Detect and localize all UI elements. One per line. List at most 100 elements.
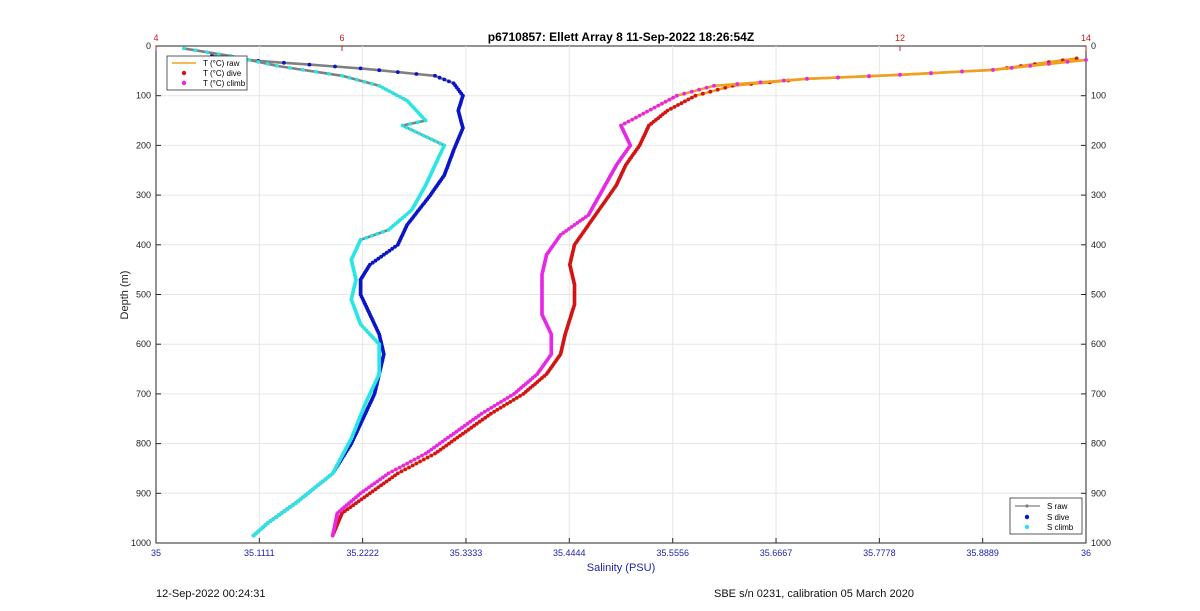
t-climb-point <box>758 80 763 85</box>
t-climb-point <box>412 457 417 462</box>
t-climb-point <box>482 409 487 414</box>
y-tick-label-right: 100 <box>1091 91 1106 101</box>
t-climb-point <box>474 415 478 420</box>
t-climb-point <box>630 117 635 122</box>
s-dive-point <box>381 252 386 257</box>
legend-s-dive-label: S dive <box>1047 513 1070 522</box>
legend-s-raw-label: S raw <box>1047 502 1068 511</box>
t-climb-point <box>586 213 591 217</box>
t-climb-point <box>401 463 406 468</box>
s-climb-point <box>288 66 292 70</box>
t-climb-point <box>440 439 445 444</box>
t-dive-point <box>444 443 449 448</box>
s-climb-point <box>391 91 396 96</box>
t-dive-point <box>521 392 526 396</box>
s-dive-point <box>387 248 392 253</box>
s-climb-point <box>265 62 270 66</box>
t-dive-point <box>435 449 440 454</box>
s-dive-point <box>370 260 375 265</box>
t-climb-point <box>569 225 574 229</box>
s-climb-point <box>256 60 261 64</box>
s-climb-point <box>347 75 352 80</box>
t-climb-point <box>367 485 371 490</box>
t-dive-point <box>348 505 353 510</box>
y-tick-label: 700 <box>136 389 151 399</box>
s-climb-point <box>205 50 210 55</box>
t-climb-point <box>465 421 470 426</box>
s-climb-point <box>193 48 198 53</box>
t-climb-point <box>386 471 391 476</box>
t-dive-point <box>461 431 465 436</box>
grid-lines <box>156 46 1086 543</box>
s-dive-point <box>373 258 378 263</box>
t-climb-point <box>634 115 638 120</box>
t-dive-point <box>387 477 392 482</box>
y-tick-label: 0 <box>146 41 151 51</box>
s-climb-point <box>400 123 405 128</box>
t-climb-point <box>1084 58 1088 62</box>
chart-title: p6710857: Ellett Array 8 11-Sep-2022 18:… <box>488 30 754 44</box>
t-dive-point <box>449 439 454 444</box>
legend-salinity-box <box>1009 497 1083 535</box>
t-climb-point <box>446 435 450 440</box>
t-dive-point <box>474 421 479 426</box>
s-dive-point <box>437 75 442 80</box>
s-dive-point <box>307 62 312 67</box>
t-climb-point <box>426 449 431 454</box>
legend-t-climb-swatch <box>181 80 187 86</box>
t-climb-point <box>572 223 577 227</box>
y-tick-label: 600 <box>136 339 151 349</box>
y-tick-label-right: 500 <box>1091 290 1106 300</box>
t-climb-point <box>663 99 668 104</box>
t-dive-point <box>693 93 698 98</box>
t-dive-point <box>410 463 415 468</box>
t-climb-point <box>508 394 513 398</box>
t-dive-point <box>376 485 381 490</box>
s-climb-point <box>290 503 295 508</box>
y-tick-label-right: 900 <box>1091 488 1106 498</box>
t-dive-point <box>715 87 720 92</box>
s-climb-point <box>268 519 273 523</box>
t-dive-point <box>403 467 408 472</box>
t-dive-point <box>690 95 694 100</box>
t-climb-point <box>397 465 402 470</box>
s-dive-point <box>358 66 363 71</box>
t-dive-point <box>399 469 404 474</box>
s-climb-point <box>381 230 385 234</box>
x-tick-label: 35.7778 <box>863 548 896 558</box>
s-dive-point <box>395 70 400 74</box>
t-climb-point <box>479 411 484 416</box>
s-dive-point <box>393 244 397 249</box>
t-dive-point <box>477 419 482 424</box>
s-dive-point <box>395 242 400 247</box>
t-tick-label: 6 <box>339 33 344 43</box>
t-climb-point <box>369 483 374 488</box>
t-dive-point <box>708 89 713 94</box>
t-climb-point <box>361 489 366 494</box>
legend-salinity: S raw S dive S climb <box>1009 497 1083 535</box>
t-dive-point <box>672 105 677 109</box>
s-climb-point <box>398 95 402 99</box>
s-climb-point <box>416 120 420 125</box>
t-dive-point <box>381 481 386 486</box>
y-tick-label-right: 300 <box>1091 190 1106 200</box>
t-dive-point <box>486 413 490 418</box>
t-climb-point <box>405 461 409 466</box>
t-dive-point <box>441 445 446 450</box>
s-dive-point <box>414 72 419 76</box>
t-climb-point <box>390 469 395 474</box>
y-tick-label-right: 800 <box>1091 439 1106 449</box>
t-dive-point <box>354 501 358 506</box>
t-dive-point <box>501 403 506 408</box>
t-climb-point <box>674 93 679 98</box>
t-dive-point <box>384 479 389 484</box>
t-dive-point <box>458 433 462 438</box>
t-climb-point <box>457 427 462 432</box>
y-tick-label: 200 <box>136 140 151 150</box>
y-tick-label-right: 400 <box>1091 240 1106 250</box>
t-climb-point <box>372 481 377 486</box>
t-climb-point <box>641 111 646 116</box>
t-dive-point <box>700 91 705 96</box>
t-climb-point <box>381 475 385 480</box>
